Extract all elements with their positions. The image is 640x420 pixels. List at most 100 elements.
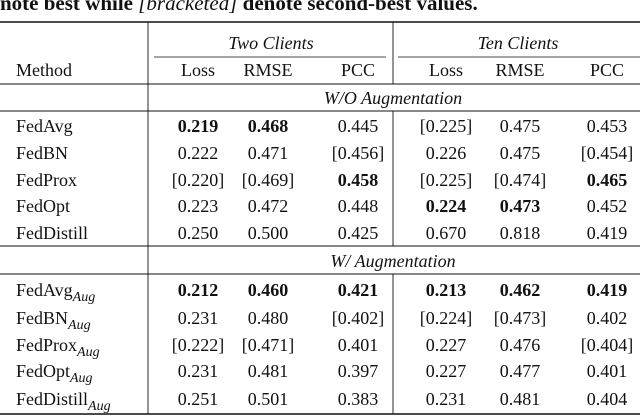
method-label: FedBN — [16, 143, 68, 163]
method-subscript: Aug — [76, 345, 100, 360]
cell-value: 0.231 — [178, 308, 219, 328]
cell-value: 0.401 — [338, 335, 379, 355]
cell-value: 0.227 — [426, 361, 467, 381]
method-label: FedOpt — [16, 196, 70, 216]
column-header: Method — [16, 60, 72, 80]
method-name: FedBNAug — [16, 308, 91, 333]
cell-value: 0.227 — [426, 335, 467, 355]
cell-value: [0.402] — [332, 308, 385, 328]
cell-value: [0.225] — [420, 170, 473, 190]
column-header: PCC — [341, 60, 375, 80]
cell-value: 0.445 — [338, 116, 379, 136]
cell-value: 0.397 — [338, 361, 379, 381]
caption: note best while [bracketed] denote secon… — [0, 0, 478, 15]
method-name: FedProx — [16, 170, 77, 190]
cell-value: 0.670 — [426, 223, 467, 243]
method-label: FedOpt — [16, 361, 70, 381]
cell-value: 0.404 — [587, 389, 628, 409]
cell-value: 0.448 — [338, 196, 379, 216]
column-header: Loss — [181, 60, 215, 80]
column-header: Loss — [429, 60, 463, 80]
cell-value: 0.226 — [426, 143, 467, 163]
section-title: W/ Augmentation — [330, 251, 455, 271]
cell-value: 0.219 — [178, 116, 219, 136]
caption-text: note best while — [0, 0, 138, 15]
cell-value: [0.473] — [494, 308, 547, 328]
method-name: FedBN — [16, 143, 68, 163]
method-name: FedOpt — [16, 196, 70, 216]
cell-value: 0.465 — [587, 170, 628, 190]
method-subscript: Aug — [72, 290, 96, 305]
cell-value: 0.453 — [587, 116, 628, 136]
cell-value: 0.818 — [500, 223, 541, 243]
cell-value: 0.383 — [338, 389, 379, 409]
method-label: FedAvg — [16, 116, 73, 136]
cell-value: [0.456] — [332, 143, 385, 163]
cell-value: [0.225] — [420, 116, 473, 136]
cell-value: 0.212 — [178, 280, 219, 300]
cell-value: [0.224] — [420, 308, 473, 328]
method-label: FedAvg — [16, 280, 73, 300]
cell-value: 0.481 — [500, 389, 541, 409]
column-header: RMSE — [243, 60, 292, 80]
cell-value: 0.471 — [248, 143, 289, 163]
cell-value: 0.222 — [178, 143, 219, 163]
cell-value: [0.220] — [172, 170, 225, 190]
method-label: FedProx — [16, 170, 77, 190]
cell-value: 0.421 — [338, 280, 379, 300]
method-subscript: Aug — [87, 399, 111, 414]
cell-value: 0.500 — [248, 223, 289, 243]
cell-value: [0.404] — [581, 335, 634, 355]
cell-value: 0.452 — [587, 196, 628, 216]
cell-value: 0.475 — [500, 143, 541, 163]
cell-value: 0.468 — [248, 116, 289, 136]
cell-value: 0.224 — [426, 196, 467, 216]
method-name: FedDistill — [16, 223, 88, 243]
group-header: Ten Clients — [478, 33, 559, 53]
cell-value: 0.425 — [338, 223, 379, 243]
cell-value: 0.462 — [500, 280, 541, 300]
cell-value: 0.477 — [500, 361, 541, 381]
cell-value: 0.473 — [500, 196, 541, 216]
cell-value: [0.469] — [242, 170, 295, 190]
cell-value: 0.419 — [587, 223, 628, 243]
method-name: FedAvg — [16, 116, 73, 136]
cell-value: 0.419 — [587, 280, 628, 300]
cell-value: [0.471] — [242, 335, 295, 355]
section-title: W/O Augmentation — [324, 88, 462, 108]
method-name: FedDistillAug — [16, 389, 111, 414]
method-label: FedDistill — [16, 223, 88, 243]
cell-value: 0.476 — [500, 335, 541, 355]
cell-value: 0.480 — [248, 308, 289, 328]
cell-value: 0.223 — [178, 196, 219, 216]
cell-value: 0.458 — [338, 170, 379, 190]
cell-value: 0.250 — [178, 223, 219, 243]
cell-value: 0.460 — [248, 280, 289, 300]
cell-value: 0.402 — [587, 308, 628, 328]
cell-value: 0.472 — [248, 196, 289, 216]
method-label: FedDistill — [16, 389, 88, 409]
cell-value: [0.222] — [172, 335, 225, 355]
group-header: Two Clients — [228, 33, 313, 53]
cell-value: [0.474] — [494, 170, 547, 190]
cell-value: 0.475 — [500, 116, 541, 136]
method-subscript: Aug — [67, 318, 91, 333]
method-label: FedBN — [16, 308, 68, 328]
cell-value: 0.213 — [426, 280, 467, 300]
cell-value: 0.231 — [178, 361, 219, 381]
cell-value: 0.501 — [248, 389, 289, 409]
method-name: FedProxAug — [16, 335, 100, 360]
method-subscript: Aug — [69, 371, 93, 386]
cell-value: 0.481 — [248, 361, 289, 381]
caption-emphasis: [bracketed] — [138, 0, 237, 15]
column-header: RMSE — [495, 60, 544, 80]
method-label: FedProx — [16, 335, 77, 355]
cell-value: 0.401 — [587, 361, 628, 381]
caption-text: denote second-best values. — [237, 0, 477, 15]
cell-value: 0.231 — [426, 389, 467, 409]
method-name: FedOptAug — [16, 361, 93, 386]
method-name: FedAvgAug — [16, 280, 95, 305]
cell-value: [0.454] — [581, 143, 634, 163]
column-header: PCC — [590, 60, 624, 80]
